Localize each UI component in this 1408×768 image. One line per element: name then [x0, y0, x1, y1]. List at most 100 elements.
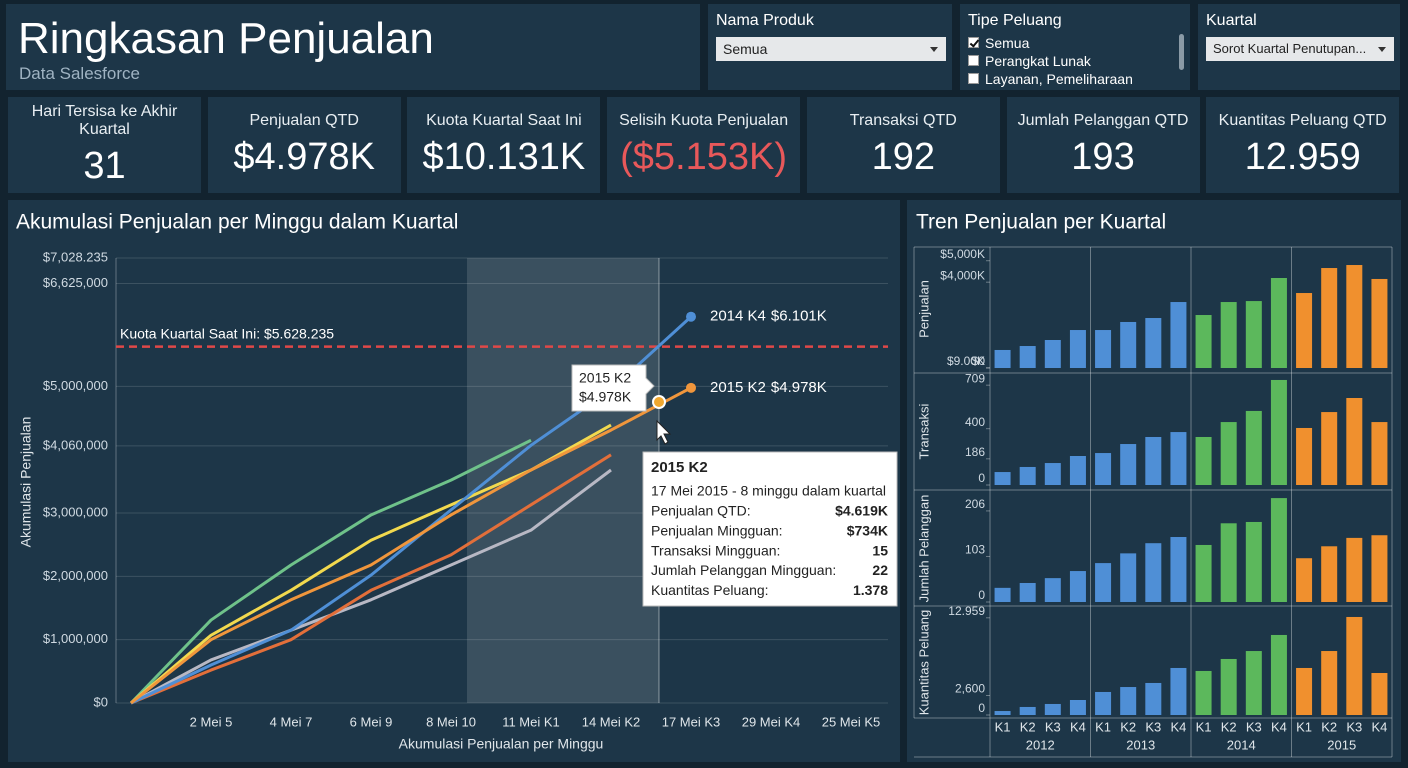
kpi-value: ($5.153K)	[620, 135, 788, 178]
y-tick-label: $6,625,000	[43, 275, 108, 290]
y-tick-label: 12.959	[948, 604, 985, 618]
tooltip-row-value: 15	[872, 542, 888, 558]
kpi-value: $10.131K	[422, 135, 586, 178]
bar	[1019, 346, 1036, 368]
x-tick-label: K4	[1371, 719, 1387, 734]
bar	[1270, 634, 1287, 715]
bar	[1069, 455, 1086, 485]
y-tick-label: $4,000K	[940, 268, 985, 282]
bar	[1145, 543, 1162, 602]
bar	[1195, 544, 1212, 602]
bar	[1321, 651, 1338, 715]
checkbox-option[interactable]: Semua	[968, 34, 1029, 52]
y-tick-label: $5,000K	[940, 247, 985, 261]
product-filter: Nama Produk Semua	[708, 4, 952, 90]
x-tick-label: 4 Mei 7	[270, 714, 313, 729]
bar	[1296, 558, 1313, 602]
y-tick-label: 0	[978, 588, 985, 602]
bar	[1145, 436, 1162, 485]
x-tick-label: K2	[1321, 719, 1337, 734]
series-line	[130, 453, 612, 705]
x-tick-label: 25 Mei K5	[822, 714, 881, 729]
series-name: 2014 K4	[710, 308, 766, 325]
bar	[1145, 682, 1162, 715]
y-tick-label: $3,000,000	[43, 504, 108, 519]
bar	[1019, 582, 1036, 602]
bar	[1346, 616, 1363, 715]
checkbox-option[interactable]: Perangkat Lunak	[968, 52, 1091, 70]
bar	[1296, 293, 1313, 368]
tooltip-row-value: $734K	[847, 523, 888, 539]
series-line	[130, 386, 692, 705]
bar	[1321, 546, 1338, 602]
kpi-value: 193	[1071, 135, 1135, 178]
x-tick-label: K4	[1070, 719, 1086, 734]
bar	[994, 711, 1011, 715]
y-tick-label: $9.00K	[947, 354, 985, 368]
title: Ringkasan Penjualan	[18, 14, 434, 63]
panel-label: Transaksi	[916, 403, 931, 459]
bar	[1170, 667, 1187, 715]
bar	[1371, 422, 1388, 485]
series-name: 2015 K2	[710, 379, 766, 396]
scrollbar[interactable]	[1179, 34, 1184, 70]
checkbox[interactable]	[968, 55, 979, 66]
kpi-label: Penjualan QTD	[249, 111, 359, 129]
bar	[1120, 321, 1137, 368]
y-tick-label: 0	[978, 701, 985, 715]
bar	[1069, 700, 1086, 715]
bar	[1296, 667, 1313, 715]
checkbox-option[interactable]: Layanan, Pemeliharaan	[968, 70, 1133, 88]
x-tick-label: 11 Mei K1	[502, 714, 560, 729]
bar	[1346, 397, 1363, 485]
y-tick-label: $4,060,000	[43, 437, 108, 452]
kpi-card: Hari Tersisa ke Akhir Kuartal 31	[8, 97, 201, 193]
x-tick-label: K4	[1271, 719, 1287, 734]
bar	[1321, 268, 1338, 368]
tooltip-title: 2015 K2	[651, 459, 708, 476]
bar	[1220, 658, 1237, 715]
series-line	[129, 438, 532, 705]
tooltip-row-label: Penjualan QTD:	[651, 503, 751, 519]
bar	[1195, 315, 1212, 368]
tooltip-box	[642, 451, 898, 607]
tooltip-row-label: Jumlah Pelanggan Mingguan:	[651, 562, 836, 578]
bar	[1220, 302, 1237, 368]
bar	[1245, 521, 1262, 602]
end-point	[686, 311, 696, 322]
quarter-select[interactable]: Sorot Kuartal Penutupan...	[1206, 37, 1394, 61]
bar	[1120, 687, 1137, 715]
chart-title: Akumulasi Penjualan per Minggu dalam Kua…	[16, 211, 458, 234]
value-label: $4.978K	[771, 379, 827, 396]
kpi-value: 192	[871, 135, 935, 178]
y-tick-label: $0	[972, 354, 986, 368]
group-label: 2014	[1227, 737, 1256, 752]
tooltip-row-value: $4.619K	[835, 503, 888, 519]
bar	[1195, 436, 1212, 485]
checkbox[interactable]	[968, 73, 979, 84]
bar	[1019, 706, 1036, 715]
tooltip-row-label: Transaksi Mingguan:	[651, 542, 780, 558]
x-tick-label: K2	[1020, 719, 1036, 734]
panel-label: Kuantitas Peluang	[916, 610, 931, 716]
bar	[1371, 278, 1388, 368]
kpi-value: 31	[83, 144, 126, 187]
y-tick-label: 2,600	[955, 682, 985, 696]
header-panel: Ringkasan Penjualan Data Salesforce	[6, 4, 700, 90]
y-tick-label: 400	[965, 415, 985, 429]
kpi-card: Penjualan QTD $4.978K	[207, 97, 401, 193]
checkbox[interactable]	[968, 37, 979, 48]
bar	[1095, 330, 1112, 368]
y-tick-label: 186	[965, 445, 985, 459]
x-tick-label: 6 Mei 9	[350, 714, 393, 729]
end-point	[686, 382, 696, 393]
bar	[1170, 302, 1187, 368]
bar	[1371, 535, 1388, 602]
bar	[1270, 498, 1287, 602]
x-tick-label: K1	[1196, 719, 1212, 734]
kpi-label: Hari Tersisa ke Akhir Kuartal	[31, 102, 178, 138]
kpi-card: Jumlah Pelanggan QTD 193	[1006, 97, 1200, 193]
kpi-card: Selisih Kuota Penjualan ($5.153K)	[607, 97, 801, 193]
product-select[interactable]: Semua	[716, 37, 946, 61]
series-line	[130, 468, 612, 705]
